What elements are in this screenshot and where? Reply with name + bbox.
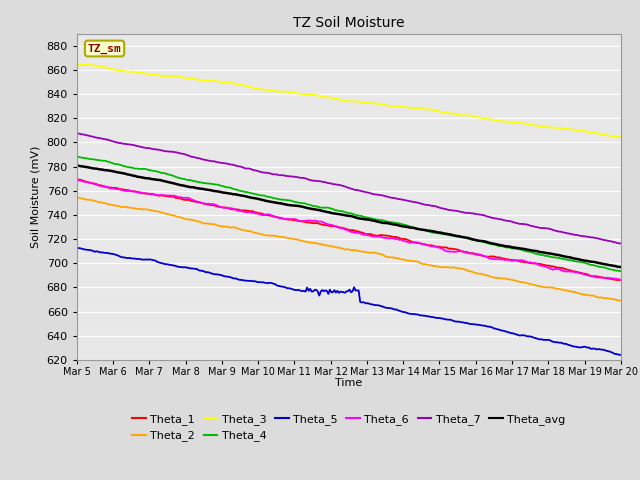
Theta_3: [264, 87, 271, 93]
Theta_3: [617, 134, 625, 140]
Theta_3: [141, 71, 149, 76]
Theta_1: [73, 176, 81, 182]
Theta_5: [235, 277, 243, 283]
Theta_3: [312, 92, 320, 98]
Legend: Theta_1, Theta_2, Theta_3, Theta_4, Theta_5, Theta_6, Theta_7, Theta_avg: Theta_1, Theta_2, Theta_3, Theta_4, Thet…: [128, 409, 570, 446]
Theta_2: [253, 230, 261, 236]
Theta_7: [262, 170, 270, 176]
Theta_1: [587, 273, 595, 278]
Theta_4: [235, 188, 243, 193]
Theta_4: [73, 154, 81, 159]
Theta_5: [262, 280, 270, 286]
Theta_6: [253, 210, 261, 216]
Line: Theta_2: Theta_2: [77, 198, 621, 301]
Theta_4: [140, 166, 147, 172]
Theta_6: [617, 277, 625, 283]
Theta_3: [237, 82, 244, 88]
Theta_4: [311, 203, 319, 209]
Theta_2: [235, 226, 243, 232]
Theta_7: [73, 131, 81, 136]
Theta_7: [311, 178, 319, 184]
Theta_5: [73, 244, 81, 250]
Theta_3: [255, 86, 262, 92]
Theta_2: [311, 240, 319, 246]
Theta_7: [617, 240, 625, 246]
Theta_1: [253, 210, 261, 216]
Theta_3: [588, 130, 596, 135]
Theta_4: [617, 268, 625, 274]
Theta_7: [587, 235, 595, 240]
Title: TZ Soil Moisture: TZ Soil Moisture: [293, 16, 404, 30]
Theta_6: [235, 208, 243, 214]
Line: Theta_avg: Theta_avg: [77, 165, 621, 267]
Theta_avg: [587, 259, 595, 264]
Theta_5: [587, 346, 595, 351]
Line: Theta_3: Theta_3: [77, 64, 621, 137]
Theta_4: [262, 193, 270, 199]
Line: Theta_6: Theta_6: [77, 180, 621, 280]
Theta_4: [253, 192, 261, 197]
Y-axis label: Soil Moisture (mV): Soil Moisture (mV): [31, 145, 41, 248]
Theta_avg: [140, 175, 147, 180]
Theta_6: [140, 191, 147, 196]
Theta_avg: [311, 206, 319, 212]
Theta_avg: [73, 162, 81, 168]
Theta_7: [235, 164, 243, 169]
Text: TZ_sm: TZ_sm: [88, 43, 122, 54]
Line: Theta_7: Theta_7: [77, 133, 621, 243]
Theta_1: [262, 212, 270, 218]
Theta_6: [262, 212, 270, 217]
Theta_3: [73, 61, 81, 67]
Theta_3: [76, 61, 84, 67]
Theta_avg: [253, 196, 261, 202]
Theta_2: [617, 298, 625, 304]
Theta_2: [73, 195, 81, 201]
Theta_6: [311, 217, 319, 223]
Theta_5: [616, 352, 623, 358]
Theta_1: [617, 277, 625, 283]
Theta_5: [140, 257, 147, 263]
Theta_6: [73, 177, 81, 183]
Theta_7: [140, 144, 147, 150]
Theta_5: [617, 352, 625, 358]
Line: Theta_5: Theta_5: [77, 247, 621, 355]
Theta_avg: [235, 192, 243, 198]
Theta_7: [253, 168, 261, 174]
Theta_4: [587, 262, 595, 268]
Theta_1: [311, 220, 319, 226]
Theta_2: [140, 206, 147, 212]
Theta_5: [311, 287, 319, 293]
Line: Theta_1: Theta_1: [77, 179, 621, 280]
Theta_1: [140, 191, 147, 196]
X-axis label: Time: Time: [335, 378, 362, 388]
Theta_avg: [262, 198, 270, 204]
Line: Theta_4: Theta_4: [77, 156, 621, 271]
Theta_2: [262, 232, 270, 238]
Theta_2: [587, 293, 595, 299]
Theta_avg: [617, 264, 625, 270]
Theta_1: [235, 207, 243, 213]
Theta_5: [253, 279, 261, 285]
Theta_6: [587, 273, 595, 279]
